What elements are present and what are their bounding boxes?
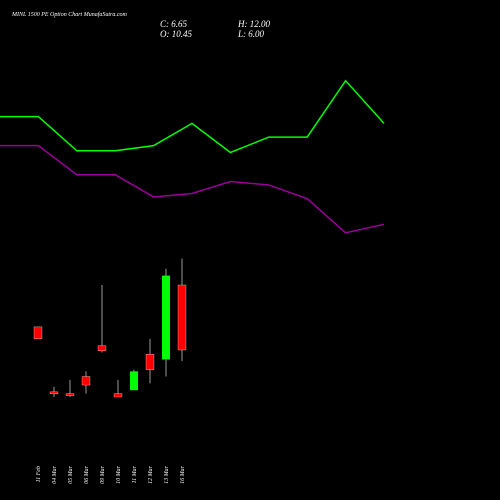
info-high: H: 12.00 <box>237 19 270 29</box>
x-tick-label: 06 Mar <box>84 465 90 483</box>
candle-body <box>65 393 75 396</box>
info-close: C: 6.65 <box>160 19 188 29</box>
candle-body <box>145 354 155 370</box>
x-tick-label: 11 Mar <box>132 465 138 483</box>
x-tick-label: 10 Mar <box>116 465 122 483</box>
candle-body <box>33 326 43 340</box>
line-series <box>0 79 385 154</box>
candle-body <box>49 391 59 395</box>
x-tick-label: 13 Mar <box>164 465 170 483</box>
chart-title: MINL 1500 PE Option Chart MunafaSutra.co… <box>11 11 128 18</box>
candle-body <box>113 393 123 398</box>
candle-body <box>162 275 170 360</box>
x-tick-label: 12 Mar <box>148 465 154 483</box>
x-tick-label: 11 Feb <box>36 466 42 482</box>
candle-body <box>130 371 138 391</box>
x-tick-label: 09 Mar <box>100 465 106 483</box>
x-tick-label: 16 Mar <box>180 465 186 483</box>
info-low: L: 6.00 <box>237 29 265 39</box>
line-series <box>0 144 385 234</box>
candle-body <box>81 376 91 386</box>
x-tick-label: 04 Mar <box>51 465 58 483</box>
x-tick-label: 05 Mar <box>68 465 74 483</box>
candle-body <box>177 284 187 351</box>
info-open: O: 10.45 <box>160 29 192 39</box>
candle-body <box>97 345 107 351</box>
